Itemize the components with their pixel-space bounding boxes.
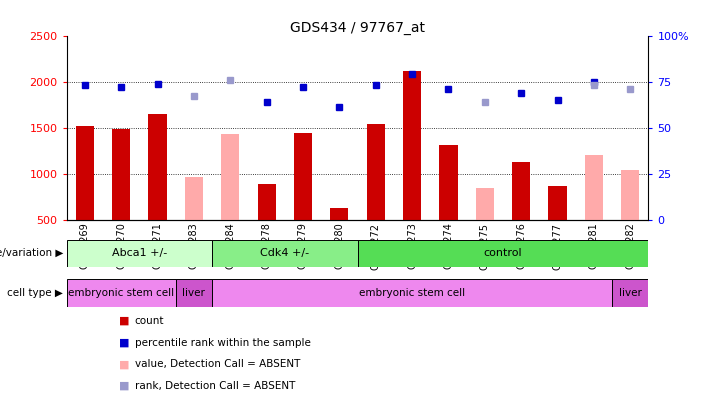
Bar — [548, 186, 566, 220]
Bar — [149, 114, 167, 220]
Text: ■: ■ — [119, 316, 130, 326]
Bar — [212, 279, 612, 307]
Bar — [257, 184, 275, 220]
Bar — [176, 279, 212, 307]
Bar — [440, 145, 458, 220]
Text: control: control — [484, 248, 522, 259]
Text: ■: ■ — [119, 337, 130, 348]
Bar — [294, 133, 312, 220]
Bar — [67, 240, 212, 267]
Text: liver: liver — [182, 288, 205, 298]
Bar — [221, 134, 239, 220]
Bar — [112, 129, 130, 220]
Text: embryonic stem cell: embryonic stem cell — [359, 288, 465, 298]
Text: embryonic stem cell: embryonic stem cell — [68, 288, 175, 298]
Bar — [367, 124, 385, 220]
Bar — [358, 240, 648, 267]
Text: ■: ■ — [119, 359, 130, 369]
Bar — [185, 177, 203, 220]
Bar — [512, 162, 530, 220]
Text: genotype/variation ▶: genotype/variation ▶ — [0, 248, 63, 259]
Title: GDS434 / 97767_at: GDS434 / 97767_at — [290, 21, 425, 34]
Bar — [585, 155, 603, 220]
Text: ■: ■ — [119, 381, 130, 391]
Bar — [403, 70, 421, 220]
Text: cell type ▶: cell type ▶ — [7, 288, 63, 298]
Bar — [612, 279, 648, 307]
Bar — [212, 240, 358, 267]
Text: liver: liver — [619, 288, 641, 298]
Text: count: count — [135, 316, 164, 326]
Bar — [76, 126, 94, 220]
Text: value, Detection Call = ABSENT: value, Detection Call = ABSENT — [135, 359, 300, 369]
Bar — [476, 188, 494, 220]
Bar — [330, 208, 348, 220]
Text: rank, Detection Call = ABSENT: rank, Detection Call = ABSENT — [135, 381, 295, 391]
Text: percentile rank within the sample: percentile rank within the sample — [135, 337, 311, 348]
Bar — [67, 279, 176, 307]
Text: Abca1 +/-: Abca1 +/- — [111, 248, 167, 259]
Bar — [621, 170, 639, 220]
Text: Cdk4 +/-: Cdk4 +/- — [260, 248, 309, 259]
